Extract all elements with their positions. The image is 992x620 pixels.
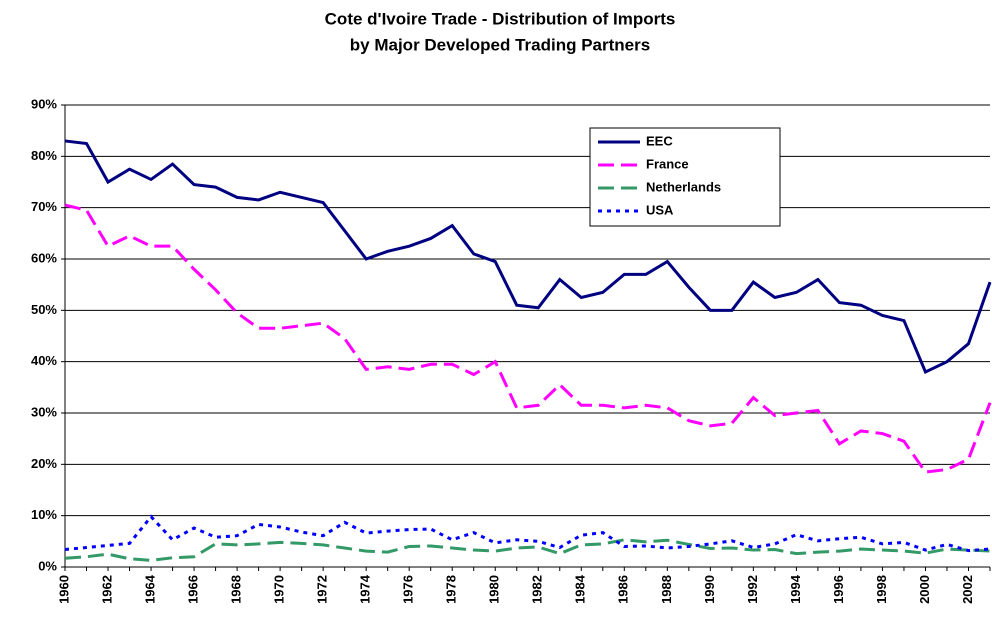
y-tick-label: 20%: [31, 456, 57, 471]
y-tick-label: 10%: [31, 507, 57, 522]
x-tick-label: 1992: [745, 575, 760, 604]
legend-box: [589, 127, 781, 227]
series-line: [64, 538, 991, 562]
x-tick-label: 1996: [831, 575, 846, 604]
x-tick-label: 1982: [530, 575, 545, 604]
x-tick-label: 1998: [874, 575, 889, 604]
x-tick-label: 1976: [401, 575, 416, 604]
x-tick-label: 1988: [659, 575, 674, 604]
y-tick-label: 80%: [31, 148, 57, 163]
y-tick-label: 40%: [31, 353, 57, 368]
x-tick-label: 1962: [99, 575, 114, 604]
y-tick-label: 90%: [31, 96, 57, 111]
y-tick-label: 0%: [38, 558, 57, 573]
x-tick-label: 1966: [186, 575, 201, 604]
chart-subtitle: by Major Developed Trading Partners: [350, 35, 650, 54]
y-tick-label: 60%: [31, 250, 57, 265]
legend-label: EEC: [646, 133, 673, 148]
x-tick-label: 1970: [272, 575, 287, 604]
chart-title: Cote d'Ivoire Trade - Distribution of Im…: [325, 9, 676, 28]
series-line: [64, 514, 991, 553]
series-line: [64, 203, 992, 474]
y-tick-label: 50%: [31, 302, 57, 317]
x-tick-label: 1986: [616, 575, 631, 604]
legend-label: France: [646, 156, 689, 171]
x-tick-label: 1980: [487, 575, 502, 604]
y-tick-label: 70%: [31, 199, 57, 214]
x-tick-label: 1978: [444, 575, 459, 604]
series-line: [64, 139, 992, 374]
x-tick-label: 1994: [788, 574, 803, 604]
legend-label: Netherlands: [646, 179, 721, 194]
y-tick-label: 30%: [31, 404, 57, 419]
x-tick-label: 1972: [315, 575, 330, 604]
x-tick-label: 1990: [702, 575, 717, 604]
x-tick-label: 1964: [142, 574, 157, 604]
x-tick-label: 1974: [358, 574, 373, 604]
x-tick-label: 1968: [229, 575, 244, 604]
x-tick-label: 1960: [56, 575, 71, 604]
legend-label: USA: [646, 202, 674, 217]
x-tick-label: 2002: [960, 575, 975, 604]
x-tick-label: 1984: [573, 574, 588, 604]
x-tick-label: 2000: [917, 575, 932, 604]
